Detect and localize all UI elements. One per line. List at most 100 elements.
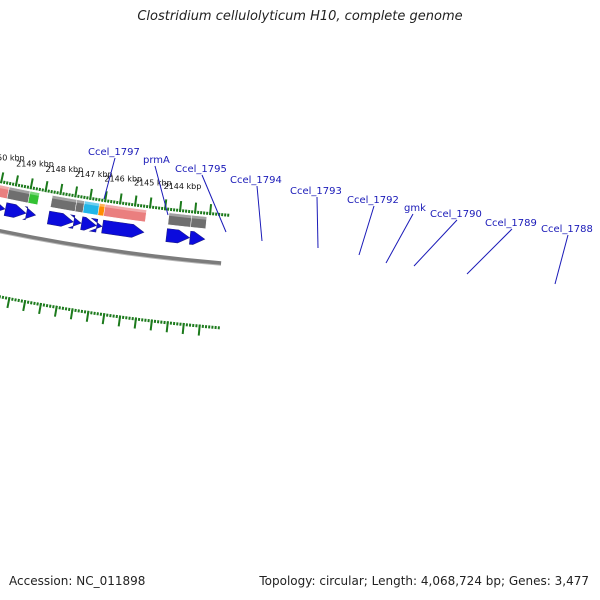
major-tick <box>193 202 198 214</box>
inner-minor-tick <box>20 299 24 303</box>
inner-minor-tick <box>45 303 49 308</box>
gene-label: Ccel_1788 <box>541 224 593 235</box>
outer-minor-tick <box>5 181 9 185</box>
gene-leader-line <box>154 165 169 216</box>
inner-minor-tick <box>42 303 46 307</box>
inner-minor-tick <box>14 298 17 302</box>
gene-block-highlight <box>191 215 207 220</box>
outer-minor-tick <box>32 186 36 190</box>
inner-minor-tick <box>52 305 55 309</box>
genome-backbone-shade <box>0 232 221 266</box>
outer-minor-tick <box>35 187 39 191</box>
outer-minor-tick <box>17 183 21 188</box>
outer-minor-tick <box>50 190 53 194</box>
gene-leader-line <box>554 234 569 285</box>
tick-layer <box>0 172 230 336</box>
gene-label: gmk <box>404 203 426 214</box>
outer-minor-tick <box>2 180 6 184</box>
inner-major-tick <box>149 319 153 331</box>
gene-leader-line <box>316 196 319 249</box>
inner-major-tick <box>69 308 74 320</box>
gene-label: Ccel_1793 <box>290 186 342 197</box>
major-tick <box>44 181 49 193</box>
major-tick <box>133 195 138 207</box>
kbp-label: 2150 kbp <box>0 154 25 163</box>
cds-arrow <box>22 206 37 221</box>
gene-block-highlight <box>104 204 147 214</box>
gene-block-highlight <box>51 195 77 203</box>
inner-major-tick <box>38 302 43 315</box>
kbp-label: 2145 kbp <box>134 179 172 188</box>
major-tick <box>14 175 19 187</box>
outer-minor-tick <box>71 193 74 197</box>
gene-block-highlight <box>76 199 85 204</box>
gene-block-highlight <box>0 184 10 190</box>
outer-minor-tick <box>8 181 12 186</box>
inner-minor-tick <box>30 301 33 305</box>
gene-label: Ccel_1792 <box>347 195 399 206</box>
cds-arrow <box>0 204 6 211</box>
inner-major-tick <box>6 296 11 309</box>
inner-minor-tick <box>11 297 14 301</box>
gene-leader-line <box>103 157 116 200</box>
gene-leader-line <box>413 219 458 267</box>
major-tick <box>104 191 108 203</box>
cds-arrow-layer <box>0 202 206 245</box>
gene-block <box>27 190 41 206</box>
gene-block-highlight <box>99 203 106 208</box>
gene-label: Ccel_1790 <box>430 209 482 220</box>
inner-minor-tick <box>48 304 52 308</box>
gene-leader-line <box>201 174 227 233</box>
inner-minor-tick <box>26 300 30 304</box>
gene-block-highlight <box>168 212 192 219</box>
gene-leader-line <box>256 185 263 242</box>
kbp-label: 2147 kbp <box>75 170 113 179</box>
cds-arrow <box>46 210 74 227</box>
gene-leader-line <box>358 205 375 256</box>
genome-title: Clostridium cellulolyticum H10, complete… <box>137 9 463 24</box>
gene-label: Ccel_1797 <box>88 147 140 158</box>
kbp-label: 2149 kbp <box>16 160 54 169</box>
kbp-label: 2148 kbp <box>45 165 83 174</box>
major-tick <box>59 183 64 195</box>
inner-major-tick <box>85 310 90 322</box>
major-tick <box>29 178 34 190</box>
outer-minor-tick <box>11 182 15 186</box>
gene-label: Ccel_1789 <box>485 218 537 229</box>
inner-minor-tick <box>33 301 36 306</box>
major-tick <box>209 204 213 216</box>
inner-minor-tick <box>1 295 5 300</box>
major-tick <box>0 172 5 184</box>
major-tick <box>89 188 93 200</box>
inner-minor-tick <box>36 302 39 306</box>
inner-major-tick <box>101 313 106 325</box>
gene-block <box>190 214 208 229</box>
outer-minor-tick <box>41 188 45 192</box>
major-tick <box>178 200 183 213</box>
major-tick <box>148 197 153 209</box>
kbp-label: 2146 kbp <box>104 175 142 184</box>
inner-minor-tick <box>4 296 8 300</box>
gene-block-layer <box>0 184 208 229</box>
inner-major-tick <box>181 322 185 335</box>
cds-arrow <box>101 219 145 238</box>
topology-text: Topology: circular; Length: 4,068,724 bp… <box>259 574 589 588</box>
inner-major-tick <box>165 321 169 333</box>
cds-arrow <box>165 228 191 244</box>
gene-block-highlight <box>29 191 40 196</box>
kbp-label: 2144 kbp <box>164 182 202 191</box>
accession-text: Accession: NC_011898 <box>9 574 146 588</box>
cds-arrow <box>88 217 103 233</box>
gene-block <box>103 203 147 223</box>
outer-minor-tick <box>56 191 59 195</box>
outer-minor-tick <box>65 192 68 196</box>
inner-major-tick <box>117 315 122 327</box>
cds-arrow <box>80 216 97 231</box>
gene-block-highlight <box>8 186 31 195</box>
gene-label: Ccel_1795 <box>175 164 227 175</box>
gene-label: prmA <box>143 155 170 166</box>
inner-major-tick <box>133 317 138 329</box>
outer-minor-tick <box>53 190 56 194</box>
